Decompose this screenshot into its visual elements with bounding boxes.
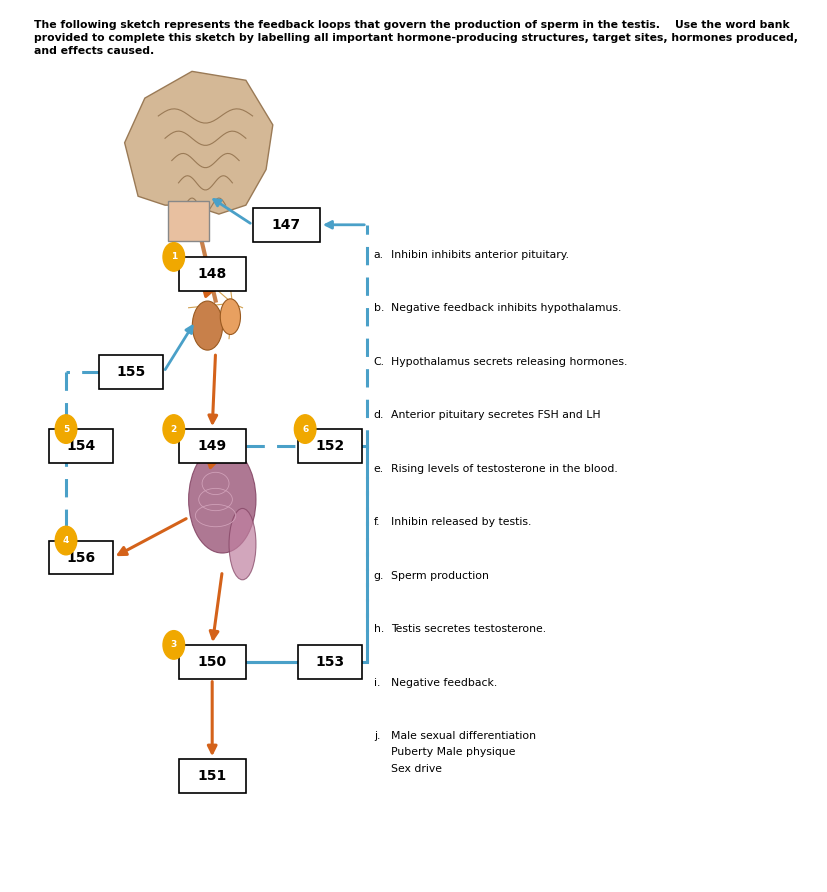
Polygon shape [125, 71, 272, 214]
Text: g.: g. [374, 571, 384, 581]
FancyBboxPatch shape [99, 355, 163, 389]
Text: 148: 148 [198, 267, 227, 281]
Ellipse shape [220, 299, 240, 334]
FancyBboxPatch shape [179, 759, 246, 793]
FancyBboxPatch shape [179, 257, 246, 291]
Text: h.: h. [374, 624, 384, 634]
Text: b.: b. [374, 303, 384, 313]
Text: Puberty Male physique: Puberty Male physique [390, 747, 514, 757]
Circle shape [55, 526, 77, 555]
FancyBboxPatch shape [298, 429, 361, 463]
Text: 147: 147 [271, 218, 300, 232]
Circle shape [163, 415, 184, 443]
Text: Sperm production: Sperm production [390, 571, 488, 581]
Ellipse shape [192, 301, 222, 351]
FancyBboxPatch shape [252, 208, 319, 242]
Circle shape [163, 243, 184, 271]
Ellipse shape [229, 508, 256, 580]
Text: 2: 2 [170, 425, 177, 434]
Text: e.: e. [374, 464, 384, 474]
Text: 153: 153 [315, 655, 344, 669]
Text: 156: 156 [66, 550, 95, 565]
Text: 6: 6 [302, 425, 308, 434]
Text: f.: f. [374, 517, 380, 527]
Text: a.: a. [374, 250, 384, 260]
Ellipse shape [189, 446, 256, 553]
Text: C.: C. [374, 357, 385, 367]
FancyBboxPatch shape [298, 645, 361, 679]
Text: d.: d. [374, 410, 384, 420]
Text: 149: 149 [198, 439, 227, 453]
Text: 155: 155 [117, 365, 146, 379]
Text: 150: 150 [198, 655, 227, 669]
Text: j.: j. [374, 731, 380, 741]
Text: 154: 154 [66, 439, 95, 453]
Text: 3: 3 [170, 640, 177, 649]
Text: Inhibin inhibits anterior pituitary.: Inhibin inhibits anterior pituitary. [390, 250, 568, 260]
Text: 5: 5 [63, 425, 69, 434]
Text: Male sexual differentiation: Male sexual differentiation [390, 731, 535, 741]
FancyBboxPatch shape [179, 645, 246, 679]
FancyBboxPatch shape [49, 429, 112, 463]
Text: Negative feedback.: Negative feedback. [390, 678, 496, 688]
Text: i.: i. [374, 678, 380, 688]
Circle shape [294, 415, 316, 443]
Text: Inhibin released by testis.: Inhibin released by testis. [390, 517, 530, 527]
FancyBboxPatch shape [49, 541, 112, 574]
Text: 4: 4 [63, 536, 69, 545]
FancyBboxPatch shape [168, 201, 208, 241]
Text: 152: 152 [315, 439, 344, 453]
Circle shape [163, 631, 184, 659]
Circle shape [55, 415, 77, 443]
Text: Sex drive: Sex drive [390, 764, 441, 773]
Text: Anterior pituitary secretes FSH and LH: Anterior pituitary secretes FSH and LH [390, 410, 600, 420]
Text: Testis secretes testosterone.: Testis secretes testosterone. [390, 624, 545, 634]
Text: 1: 1 [170, 252, 177, 261]
FancyBboxPatch shape [179, 429, 246, 463]
Text: Rising levels of testosterone in the blood.: Rising levels of testosterone in the blo… [390, 464, 617, 474]
Text: Hypothalamus secrets releasing hormones.: Hypothalamus secrets releasing hormones. [390, 357, 626, 367]
Text: 151: 151 [198, 769, 227, 783]
Text: Negative feedback inhibits hypothalamus.: Negative feedback inhibits hypothalamus. [390, 303, 620, 313]
Text: The following sketch represents the feedback loops that govern the production of: The following sketch represents the feed… [34, 20, 796, 56]
